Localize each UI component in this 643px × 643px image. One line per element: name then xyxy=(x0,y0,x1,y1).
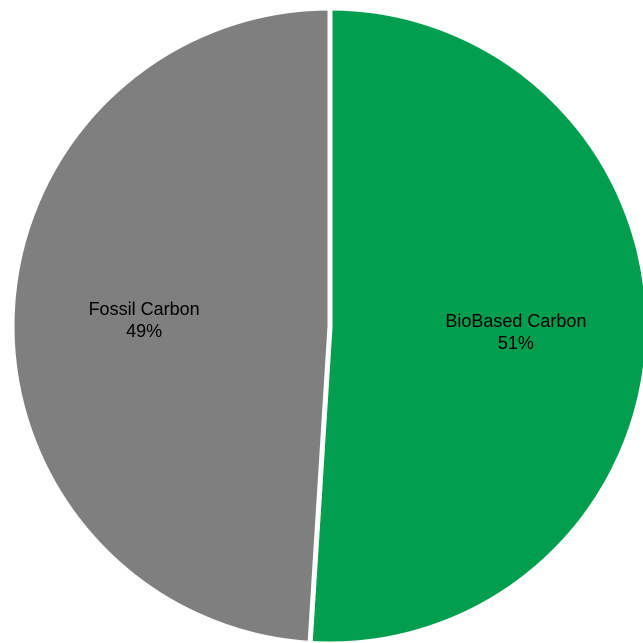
slice-label-biobased-carbon: BioBased Carbon 51% xyxy=(445,311,586,353)
pie-slice-fossil-carbon xyxy=(9,5,333,643)
slice-percent-label: 51% xyxy=(498,333,534,353)
slice-category-label: Fossil Carbon xyxy=(89,299,200,319)
pie-slice-biobased-carbon xyxy=(307,5,643,643)
labels-layer: BioBased Carbon 51% Fossil Carbon 49% xyxy=(89,299,587,353)
slice-category-label: BioBased Carbon xyxy=(445,311,586,331)
slices-layer xyxy=(9,5,643,643)
slice-percent-label: 49% xyxy=(126,321,162,341)
slice-label-fossil-carbon: Fossil Carbon 49% xyxy=(89,299,200,341)
